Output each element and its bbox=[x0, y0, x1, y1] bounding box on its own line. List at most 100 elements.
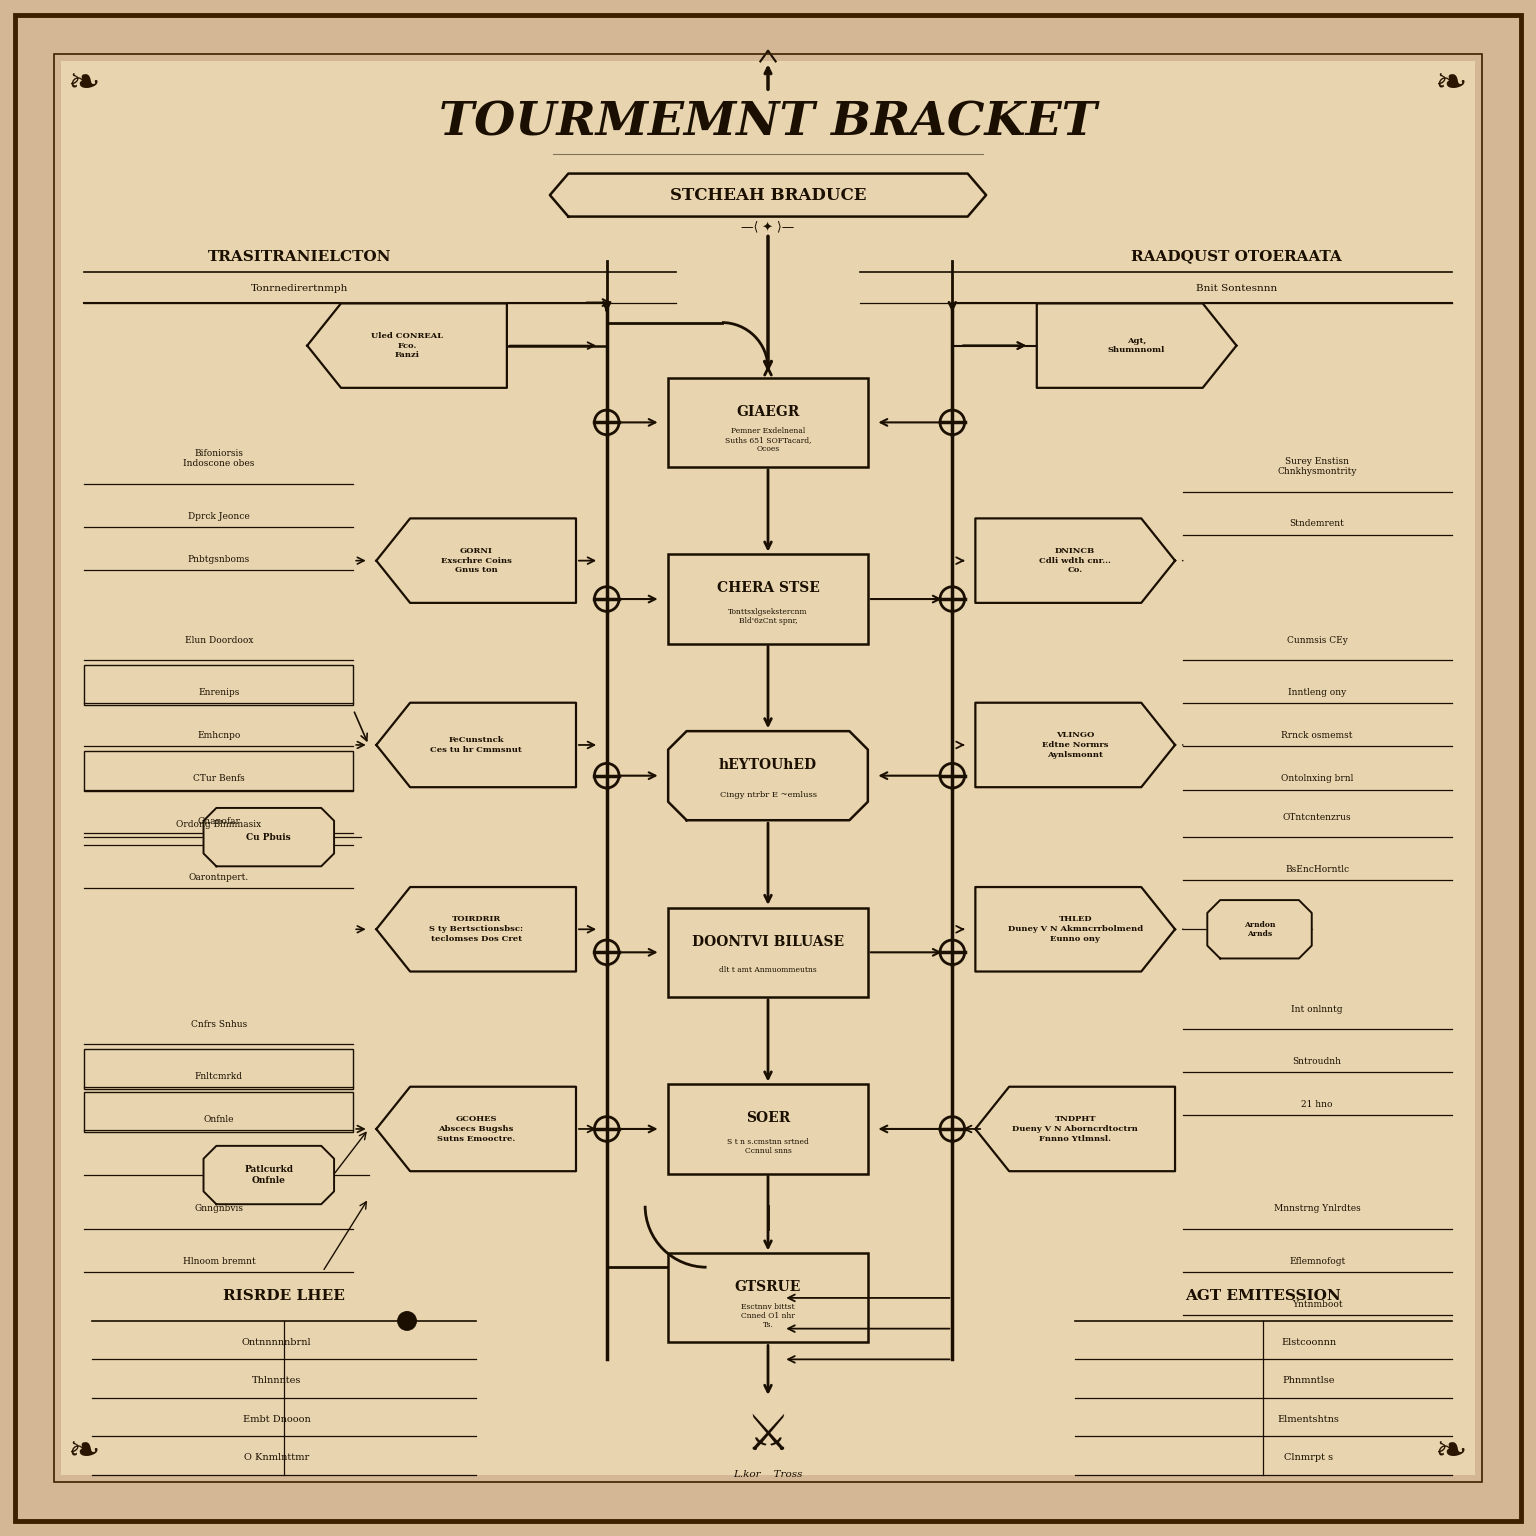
Text: SOER: SOER bbox=[746, 1111, 790, 1126]
FancyBboxPatch shape bbox=[668, 1084, 868, 1174]
Text: Elstcoonnn: Elstcoonnn bbox=[1281, 1338, 1336, 1347]
Text: —⟨ ✦ ⟩—: —⟨ ✦ ⟩— bbox=[742, 221, 794, 233]
Text: Elmentshtns: Elmentshtns bbox=[1278, 1415, 1339, 1424]
Text: dlt t amt Anmuommeutns: dlt t amt Anmuommeutns bbox=[719, 966, 817, 974]
Text: VLINGO
Edtne Normrs
Aynlsmonnt: VLINGO Edtne Normrs Aynlsmonnt bbox=[1041, 731, 1109, 759]
Text: Tonttsxlgsekstercnm
Bld'6zCnt spnr,: Tonttsxlgsekstercnm Bld'6zCnt spnr, bbox=[728, 608, 808, 625]
Text: Cingy ntrbr E ~emluss: Cingy ntrbr E ~emluss bbox=[719, 791, 817, 799]
Polygon shape bbox=[550, 174, 986, 217]
Text: Rrnck osmemst: Rrnck osmemst bbox=[1281, 731, 1353, 740]
Text: Hlnoom bremnt: Hlnoom bremnt bbox=[183, 1256, 255, 1266]
Text: RAADQUST OTOERAATA: RAADQUST OTOERAATA bbox=[1130, 249, 1342, 264]
Polygon shape bbox=[203, 808, 333, 866]
Text: Uled CONREAL
Fco.
Fanzi: Uled CONREAL Fco. Fanzi bbox=[372, 332, 442, 359]
FancyBboxPatch shape bbox=[668, 908, 868, 997]
Text: ⚔: ⚔ bbox=[745, 1412, 791, 1461]
Polygon shape bbox=[203, 1146, 333, 1204]
Text: TOIRDRIR
S ty Bertsctionsbsc:
teclomses Dos Cret: TOIRDRIR S ty Bertsctionsbsc: teclomses … bbox=[429, 915, 524, 943]
Text: L.kor    Tross: L.kor Tross bbox=[733, 1470, 803, 1479]
FancyBboxPatch shape bbox=[668, 378, 868, 467]
Text: GTSRUE: GTSRUE bbox=[734, 1279, 802, 1295]
Text: Bnit Sontesnnn: Bnit Sontesnnn bbox=[1197, 284, 1276, 293]
Text: Int onlnntg: Int onlnntg bbox=[1292, 1005, 1342, 1014]
Polygon shape bbox=[975, 703, 1175, 788]
Text: GCOHES
Abscecs Bugshs
Sutns Emooctre.: GCOHES Abscecs Bugshs Sutns Emooctre. bbox=[438, 1115, 515, 1143]
Text: 21 hno: 21 hno bbox=[1301, 1100, 1333, 1109]
Text: Oarontnpert.: Oarontnpert. bbox=[189, 872, 249, 882]
Text: GIAEGR: GIAEGR bbox=[736, 404, 800, 419]
Text: Enrenips: Enrenips bbox=[198, 688, 240, 697]
Text: ❧: ❧ bbox=[68, 1433, 101, 1470]
Text: S t n s.cmstnn srtned
Ccnnul snns: S t n s.cmstnn srtned Ccnnul snns bbox=[727, 1138, 809, 1155]
Polygon shape bbox=[376, 1087, 576, 1170]
Text: Dprck Jeonce: Dprck Jeonce bbox=[187, 511, 250, 521]
Text: Pnbtgsnboms: Pnbtgsnboms bbox=[187, 554, 250, 564]
Text: Patlcurkd
Onfnle: Patlcurkd Onfnle bbox=[244, 1166, 293, 1184]
Text: Cu Pbuis: Cu Pbuis bbox=[246, 833, 292, 842]
Text: Ordong Blnmnasix: Ordong Blnmnasix bbox=[177, 820, 261, 829]
Text: Clnmrpt s: Clnmrpt s bbox=[1284, 1453, 1333, 1462]
Polygon shape bbox=[975, 888, 1175, 972]
Text: Esctnnv bittst
Cnned O1 nhr
Ts.: Esctnnv bittst Cnned O1 nhr Ts. bbox=[740, 1303, 796, 1329]
Text: Surey Enstisn
Chnkhysmontrity: Surey Enstisn Chnkhysmontrity bbox=[1278, 456, 1356, 476]
Polygon shape bbox=[376, 703, 576, 788]
Circle shape bbox=[940, 587, 965, 611]
Text: Yntnmboot: Yntnmboot bbox=[1292, 1299, 1342, 1309]
Text: Embt Dnooon: Embt Dnooon bbox=[243, 1415, 310, 1424]
Text: Agt,
Shumnnoml: Agt, Shumnnoml bbox=[1107, 336, 1166, 355]
Polygon shape bbox=[307, 304, 507, 387]
Text: Phnmntlse: Phnmntlse bbox=[1283, 1376, 1335, 1385]
Polygon shape bbox=[1207, 900, 1312, 958]
Text: AGT EMITESSION: AGT EMITESSION bbox=[1186, 1289, 1341, 1303]
Circle shape bbox=[940, 940, 965, 965]
Text: TNDPHT
Dueny V N Aborncrdtoctrn
Fnnno Ytlmnsl.: TNDPHT Dueny V N Aborncrdtoctrn Fnnno Yt… bbox=[1012, 1115, 1138, 1143]
Text: RISRDE LHEE: RISRDE LHEE bbox=[223, 1289, 346, 1303]
Circle shape bbox=[594, 410, 619, 435]
Text: CTur Benfs: CTur Benfs bbox=[194, 774, 244, 783]
Circle shape bbox=[594, 940, 619, 965]
Text: OTntcntenzrus: OTntcntenzrus bbox=[1283, 813, 1352, 822]
Text: Pemner Exdelnenal
Suths 651 SOFTacard,
Ocoes: Pemner Exdelnenal Suths 651 SOFTacard, O… bbox=[725, 427, 811, 453]
Text: Tonrnedirertnmph: Tonrnedirertnmph bbox=[250, 284, 349, 293]
Text: Ontnnnnnbrnl: Ontnnnnnbrnl bbox=[241, 1338, 312, 1347]
FancyBboxPatch shape bbox=[668, 554, 868, 644]
Text: Cunmsis CEy: Cunmsis CEy bbox=[1287, 636, 1347, 645]
Text: TOURMEMNT BRACKET: TOURMEMNT BRACKET bbox=[439, 100, 1097, 146]
Text: O Knmlnttmr: O Knmlnttmr bbox=[244, 1453, 309, 1462]
Text: FeCunstnck
Ces tu hr Cmmsnut: FeCunstnck Ces tu hr Cmmsnut bbox=[430, 736, 522, 754]
Text: CHERA STSE: CHERA STSE bbox=[717, 581, 819, 596]
Text: hEYTOUhED: hEYTOUhED bbox=[719, 757, 817, 773]
Polygon shape bbox=[376, 519, 576, 602]
Circle shape bbox=[398, 1312, 416, 1330]
Text: GORNI
Exscrhre Coins
Gnus ton: GORNI Exscrhre Coins Gnus ton bbox=[441, 547, 511, 574]
Text: Emhcnpo: Emhcnpo bbox=[197, 731, 241, 740]
Text: Eflemnofogt: Eflemnofogt bbox=[1289, 1256, 1346, 1266]
Text: Ontolnxing brnl: Ontolnxing brnl bbox=[1281, 774, 1353, 783]
Text: ❧: ❧ bbox=[68, 66, 101, 103]
Text: ❧: ❧ bbox=[1435, 1433, 1468, 1470]
Polygon shape bbox=[668, 731, 868, 820]
Polygon shape bbox=[975, 1087, 1175, 1170]
Circle shape bbox=[940, 410, 965, 435]
Text: TRASITRANIELCTON: TRASITRANIELCTON bbox=[207, 249, 392, 264]
Text: Stndemrent: Stndemrent bbox=[1290, 519, 1344, 528]
Polygon shape bbox=[1037, 304, 1236, 387]
Text: Fnltcmrkd: Fnltcmrkd bbox=[195, 1072, 243, 1081]
Text: Cnfrs Snhus: Cnfrs Snhus bbox=[190, 1020, 247, 1029]
FancyBboxPatch shape bbox=[668, 1253, 868, 1342]
Circle shape bbox=[594, 1117, 619, 1141]
Circle shape bbox=[594, 587, 619, 611]
Text: Bifoniorsis
Indoscone obes: Bifoniorsis Indoscone obes bbox=[183, 449, 255, 468]
Text: STCHEAH BRADUCE: STCHEAH BRADUCE bbox=[670, 186, 866, 204]
Polygon shape bbox=[975, 519, 1175, 602]
Text: DNINCB
Cdli wdth cnr...
Co.: DNINCB Cdli wdth cnr... Co. bbox=[1040, 547, 1111, 574]
Text: Mnnstrng Ynlrdtes: Mnnstrng Ynlrdtes bbox=[1273, 1204, 1361, 1213]
Text: Arndon
Arnds: Arndon Arnds bbox=[1244, 920, 1275, 938]
Text: Sntroudnh: Sntroudnh bbox=[1293, 1057, 1341, 1066]
Text: Elun Doordoox: Elun Doordoox bbox=[184, 636, 253, 645]
Text: Onfnle: Onfnle bbox=[204, 1115, 233, 1124]
Text: DOONTVI BILUASE: DOONTVI BILUASE bbox=[691, 934, 845, 949]
Polygon shape bbox=[376, 888, 576, 972]
Text: Thlnnntes: Thlnnntes bbox=[252, 1376, 301, 1385]
Circle shape bbox=[940, 1117, 965, 1141]
